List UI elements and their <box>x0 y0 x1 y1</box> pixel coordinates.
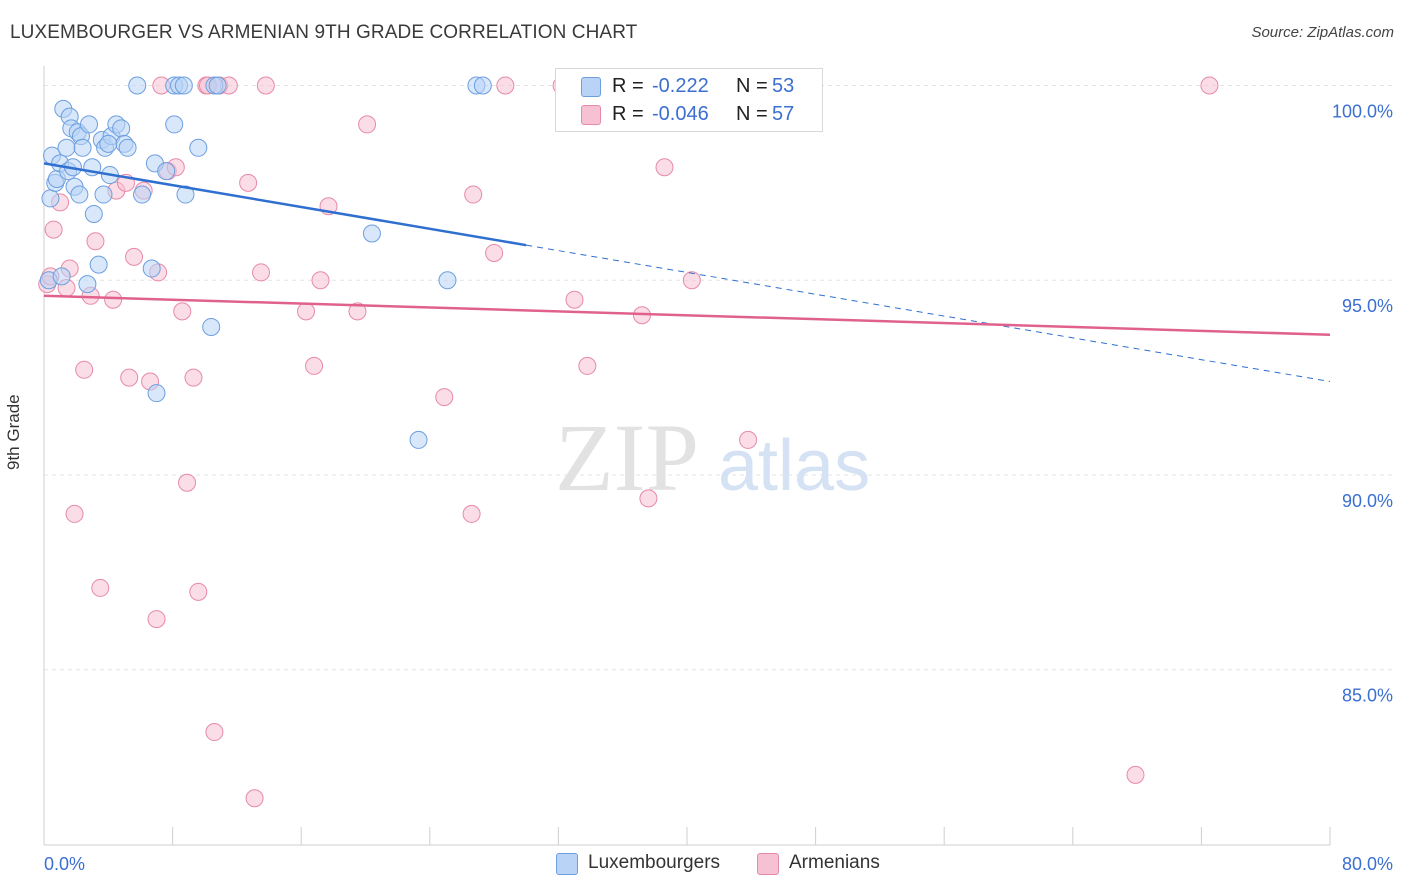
bottom-legend-swatch-pink <box>757 853 779 875</box>
luxembourgers-point <box>70 185 89 204</box>
luxembourgers-point <box>176 185 195 204</box>
armenians-point <box>305 356 324 375</box>
luxembourgers-point <box>189 138 208 157</box>
armenians-point <box>205 723 224 742</box>
armenians-point <box>462 504 481 523</box>
legend-n-value: 57 <box>772 103 795 125</box>
armenians-point <box>125 247 144 266</box>
armenians-point <box>147 610 166 629</box>
luxembourgers-trendline <box>43 162 527 247</box>
legend-n-label: N = <box>736 103 768 125</box>
legend-swatch-pink <box>581 105 601 125</box>
armenians-point <box>565 290 584 309</box>
luxembourgers-point <box>57 138 76 157</box>
luxembourgers-points <box>39 76 492 449</box>
bottom-legend-label: Armenians <box>789 852 880 873</box>
luxembourgers-point <box>362 224 381 243</box>
luxembourgers-point <box>438 271 457 290</box>
armenians-point <box>311 271 330 290</box>
luxembourgers-point <box>409 430 428 449</box>
armenians-point <box>1200 76 1219 95</box>
luxembourgers-point <box>157 162 176 181</box>
armenians-point <box>297 302 316 321</box>
luxembourgers-point <box>128 76 147 95</box>
y-tick-label: 85.0% <box>1342 686 1393 706</box>
legend-swatch-blue <box>581 77 601 97</box>
armenians-point <box>252 263 271 282</box>
luxembourgers-point <box>118 138 137 157</box>
armenians-point <box>256 76 275 95</box>
luxembourgers-point <box>84 205 103 224</box>
luxembourgers-point <box>94 185 113 204</box>
armenians-point <box>75 360 94 379</box>
luxembourgers-point <box>78 275 97 294</box>
legend-n-value: 53 <box>772 75 795 97</box>
legend-n-label: N = <box>736 75 768 97</box>
legend-r-label: R = <box>612 103 644 125</box>
legend-r-value: -0.222 <box>652 75 709 97</box>
armenians-point <box>464 185 483 204</box>
luxembourgers-point <box>89 255 108 274</box>
luxembourgers-point <box>112 119 131 138</box>
armenians-point <box>120 368 139 387</box>
luxembourgers-point <box>80 115 99 134</box>
legend-r-label: R = <box>612 75 644 97</box>
luxembourgers-point <box>52 267 71 286</box>
armenians-point <box>435 388 454 407</box>
armenians-point <box>91 578 110 597</box>
watermark: ZIP atlas <box>555 404 870 511</box>
luxembourgers-point <box>208 76 227 95</box>
armenians-point <box>44 220 63 239</box>
armenians-point <box>245 789 264 808</box>
armenians-point <box>86 232 105 251</box>
luxembourgers-point <box>73 138 92 157</box>
bottom-legend-label: Luxembourgers <box>588 852 721 873</box>
armenians-point <box>1126 765 1145 784</box>
watermark-zip: ZIP <box>555 404 699 511</box>
armenians-point <box>184 368 203 387</box>
luxembourgers-point <box>133 185 152 204</box>
armenians-point <box>485 243 504 262</box>
armenians-point <box>104 290 123 309</box>
gridlines <box>44 84 1394 671</box>
luxembourgers-point <box>473 76 492 95</box>
trendlines <box>43 162 1331 382</box>
armenians-point <box>655 158 674 177</box>
armenians-point <box>65 504 84 523</box>
luxembourgers-point <box>41 189 60 208</box>
y-tick-label: 100.0% <box>1332 101 1393 121</box>
correlation-legend: R = -0.222 N = 53 R = -0.046 N = 57 <box>555 68 823 132</box>
luxembourgers-point <box>165 115 184 134</box>
armenians-point <box>496 76 515 95</box>
source-label: Source: ZipAtlas.com <box>1251 24 1394 41</box>
chart-title: LUXEMBOURGER VS ARMENIAN 9TH GRADE CORRE… <box>10 22 638 43</box>
armenians-point <box>639 489 658 508</box>
armenians-point <box>189 582 208 601</box>
tick-labels: 85.0% 90.0% 95.0% 100.0% 0.0% 80.0% <box>44 101 1393 874</box>
armenians-point <box>239 173 258 192</box>
armenians-point <box>682 271 701 290</box>
armenians-point <box>178 473 197 492</box>
y-tick-label: 95.0% <box>1342 296 1393 316</box>
armenians-point <box>173 302 192 321</box>
armenians-point <box>578 356 597 375</box>
luxembourgers-point <box>147 384 166 403</box>
armenians-point <box>739 430 758 449</box>
armenians-trendline <box>43 294 1331 337</box>
bottom-legend-swatch-blue <box>556 853 578 875</box>
armenians-point <box>358 115 377 134</box>
armenians-point <box>348 302 367 321</box>
luxembourgers-point <box>174 76 193 95</box>
y-tick-label: 90.0% <box>1342 491 1393 511</box>
luxembourgers-point <box>99 134 118 153</box>
legend-r-value: -0.046 <box>652 103 709 125</box>
luxembourgers-point <box>142 259 161 278</box>
luxembourgers-point <box>202 317 221 336</box>
x-tick-label-min: 0.0% <box>44 854 85 874</box>
x-tick-label-max: 80.0% <box>1342 854 1393 874</box>
luxembourgers-trendline-extension <box>526 244 1331 382</box>
